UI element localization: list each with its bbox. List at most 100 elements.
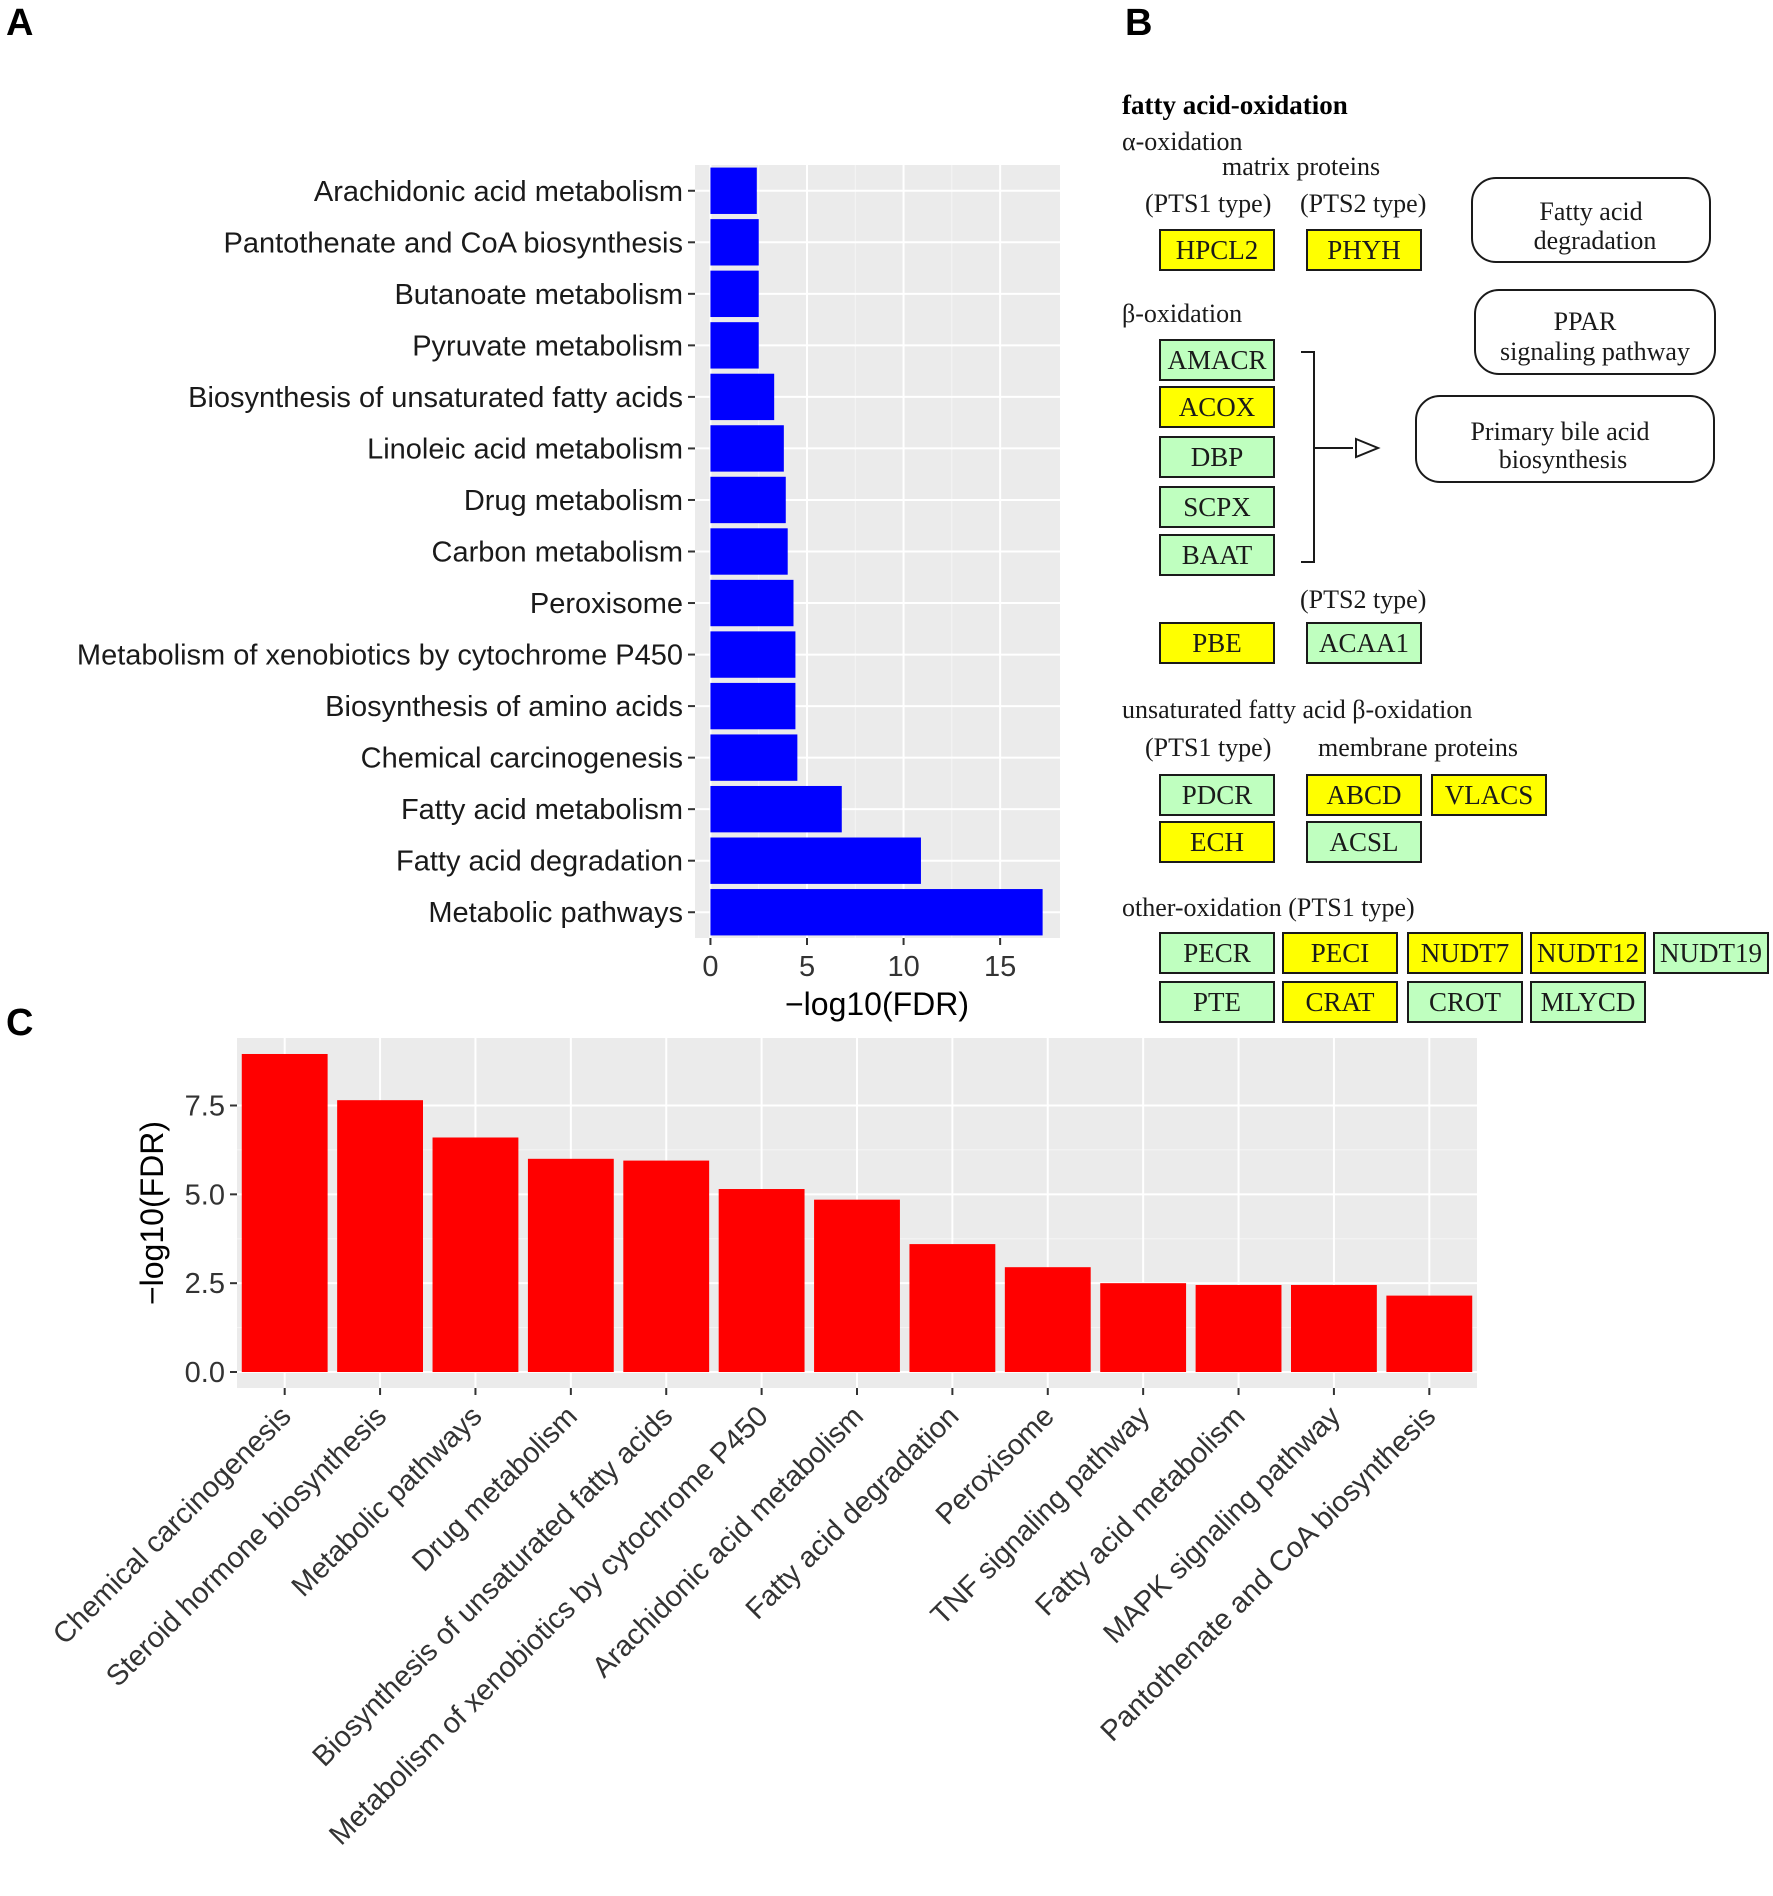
gene-box[interactable]: [1282, 932, 1398, 974]
gene-label: CRAT: [1305, 987, 1375, 1017]
bar-c-2: [432, 1137, 519, 1373]
gene-pdcr[interactable]: PDCR: [1159, 774, 1275, 816]
gene-acaa1[interactable]: ACAA1: [1306, 622, 1422, 664]
y-tick-label-a: Drug metabolism: [464, 485, 683, 517]
kegg-title: fatty acid-oxidation: [1122, 90, 1348, 120]
gene-ech[interactable]: ECH: [1159, 821, 1275, 863]
gene-label: NUDT7: [1421, 938, 1510, 968]
y-tick-label-a: Butanoate metabolism: [394, 279, 683, 311]
pathway-fatty-acid-degradation-box[interactable]: [1471, 177, 1711, 263]
gene-box[interactable]: [1530, 932, 1646, 974]
gene-pecr[interactable]: PECR: [1159, 932, 1275, 974]
gene-label: HPCL2: [1176, 235, 1259, 265]
gene-box[interactable]: [1159, 386, 1275, 428]
gene-baat[interactable]: BAAT: [1159, 534, 1275, 576]
gene-box[interactable]: [1159, 436, 1275, 478]
gene-phyh[interactable]: PHYH: [1306, 229, 1422, 271]
gene-box[interactable]: [1159, 774, 1275, 816]
bar-c-3: [527, 1158, 614, 1373]
gene-crot[interactable]: CROT: [1407, 981, 1523, 1023]
gene-box[interactable]: [1431, 774, 1547, 816]
gene-box[interactable]: [1306, 821, 1422, 863]
gene-label: SCPX: [1183, 492, 1251, 522]
pathway-primary-bile-acid-box[interactable]: [1415, 395, 1715, 483]
gene-box[interactable]: [1159, 339, 1275, 381]
pathway-fatty-acid-degradation-line1: Fatty acid: [1539, 197, 1642, 226]
gene-hpcl2[interactable]: HPCL2: [1159, 229, 1275, 271]
gene-pbe[interactable]: PBE: [1159, 622, 1275, 664]
gene-box[interactable]: [1159, 486, 1275, 528]
gene-vlacs[interactable]: VLACS: [1431, 774, 1547, 816]
gene-acsl[interactable]: ACSL: [1306, 821, 1422, 863]
bar-c-4: [623, 1160, 710, 1373]
bar-c-5: [718, 1189, 805, 1373]
y-tick-label-a: Metabolic pathways: [428, 897, 683, 929]
gene-box[interactable]: [1159, 229, 1275, 271]
gene-mlycd[interactable]: MLYCD: [1530, 981, 1646, 1023]
bar-c-11: [1291, 1284, 1377, 1373]
gene-label: PTE: [1193, 987, 1241, 1017]
y-tick-label-a: Metabolism of xenobiotics by cytochrome …: [77, 640, 683, 672]
gene-box[interactable]: [1306, 774, 1422, 816]
gene-label: ABCD: [1326, 780, 1401, 810]
gene-label: PBE: [1192, 628, 1242, 658]
gene-box[interactable]: [1407, 932, 1523, 974]
gene-dbp[interactable]: DBP: [1159, 436, 1275, 478]
gene-boxes: HPCL2 PHYH AMACR ACOX DBP SCPX BAAT PBE ACAA1 PDC…: [1159, 229, 1769, 1023]
bar-c-9: [1100, 1283, 1187, 1373]
pathway-ppar-line1: PPAR: [1554, 307, 1617, 336]
bar-a-0: [710, 167, 757, 214]
gene-label: ACAA1: [1319, 628, 1409, 658]
y-tick-label-a: Pyruvate metabolism: [412, 330, 683, 362]
gene-box[interactable]: [1530, 981, 1646, 1023]
y-tick-label-a: Carbon metabolism: [432, 537, 683, 569]
gene-box[interactable]: [1306, 622, 1422, 664]
bar-a-3: [710, 322, 759, 369]
gene-pte[interactable]: PTE: [1159, 981, 1275, 1023]
gene-scpx[interactable]: SCPX: [1159, 486, 1275, 528]
gene-box[interactable]: [1653, 932, 1769, 974]
other-oxidation-label: other-oxidation (PTS1 type): [1122, 893, 1415, 922]
gene-amacr[interactable]: AMACR: [1159, 339, 1275, 381]
gene-label: MLYCD: [1541, 987, 1636, 1017]
bar-a-4: [710, 373, 775, 421]
gene-nudt19[interactable]: NUDT19: [1653, 932, 1769, 974]
pathway-ppar-box[interactable]: [1474, 289, 1716, 375]
gene-nudt12[interactable]: NUDT12: [1530, 932, 1646, 974]
pts1-type-label: (PTS1 type): [1145, 189, 1271, 218]
x-tick-label-a: 0: [702, 951, 718, 983]
gene-box[interactable]: [1159, 534, 1275, 576]
bar-a-6: [710, 476, 786, 524]
gene-nudt7[interactable]: NUDT7: [1407, 932, 1523, 974]
bar-a-1: [710, 219, 759, 266]
gene-box[interactable]: [1282, 981, 1398, 1023]
gene-acox[interactable]: ACOX: [1159, 386, 1275, 428]
bar-a-13: [710, 837, 921, 884]
chart-a-x-ticks: 0 5 10 15: [702, 938, 1016, 983]
chart-a-bars: [710, 167, 1043, 936]
gene-box[interactable]: [1159, 622, 1275, 664]
gene-box[interactable]: [1306, 229, 1422, 271]
gene-box[interactable]: [1159, 821, 1275, 863]
x-tick-label-c: Metabolic pathways: [286, 1400, 489, 1603]
x-tick-label-a: 15: [984, 951, 1016, 983]
gene-label: NUDT19: [1660, 938, 1762, 968]
gene-peci[interactable]: PECI: [1282, 932, 1398, 974]
y-tick-label-a: Biosynthesis of amino acids: [325, 691, 683, 723]
gene-label: PECI: [1311, 938, 1370, 968]
bar-c-0: [241, 1053, 328, 1373]
gene-abcd[interactable]: ABCD: [1306, 774, 1422, 816]
bar-a-7: [710, 528, 788, 575]
gene-crat[interactable]: CRAT: [1282, 981, 1398, 1023]
gene-box[interactable]: [1159, 932, 1275, 974]
bar-a-11: [710, 734, 798, 781]
bar-c-6: [814, 1199, 900, 1373]
y-tick-label-a: Chemical carcinogenesis: [361, 743, 683, 775]
gene-label: AMACR: [1167, 345, 1266, 375]
bar-c-1: [337, 1100, 423, 1373]
gene-box[interactable]: [1407, 981, 1523, 1023]
membrane-proteins-label: membrane proteins: [1318, 733, 1518, 762]
bar-a-10: [710, 682, 796, 730]
y-tick-label-a: Pantothenate and CoA biosynthesis: [224, 227, 684, 259]
gene-box[interactable]: [1159, 981, 1275, 1023]
